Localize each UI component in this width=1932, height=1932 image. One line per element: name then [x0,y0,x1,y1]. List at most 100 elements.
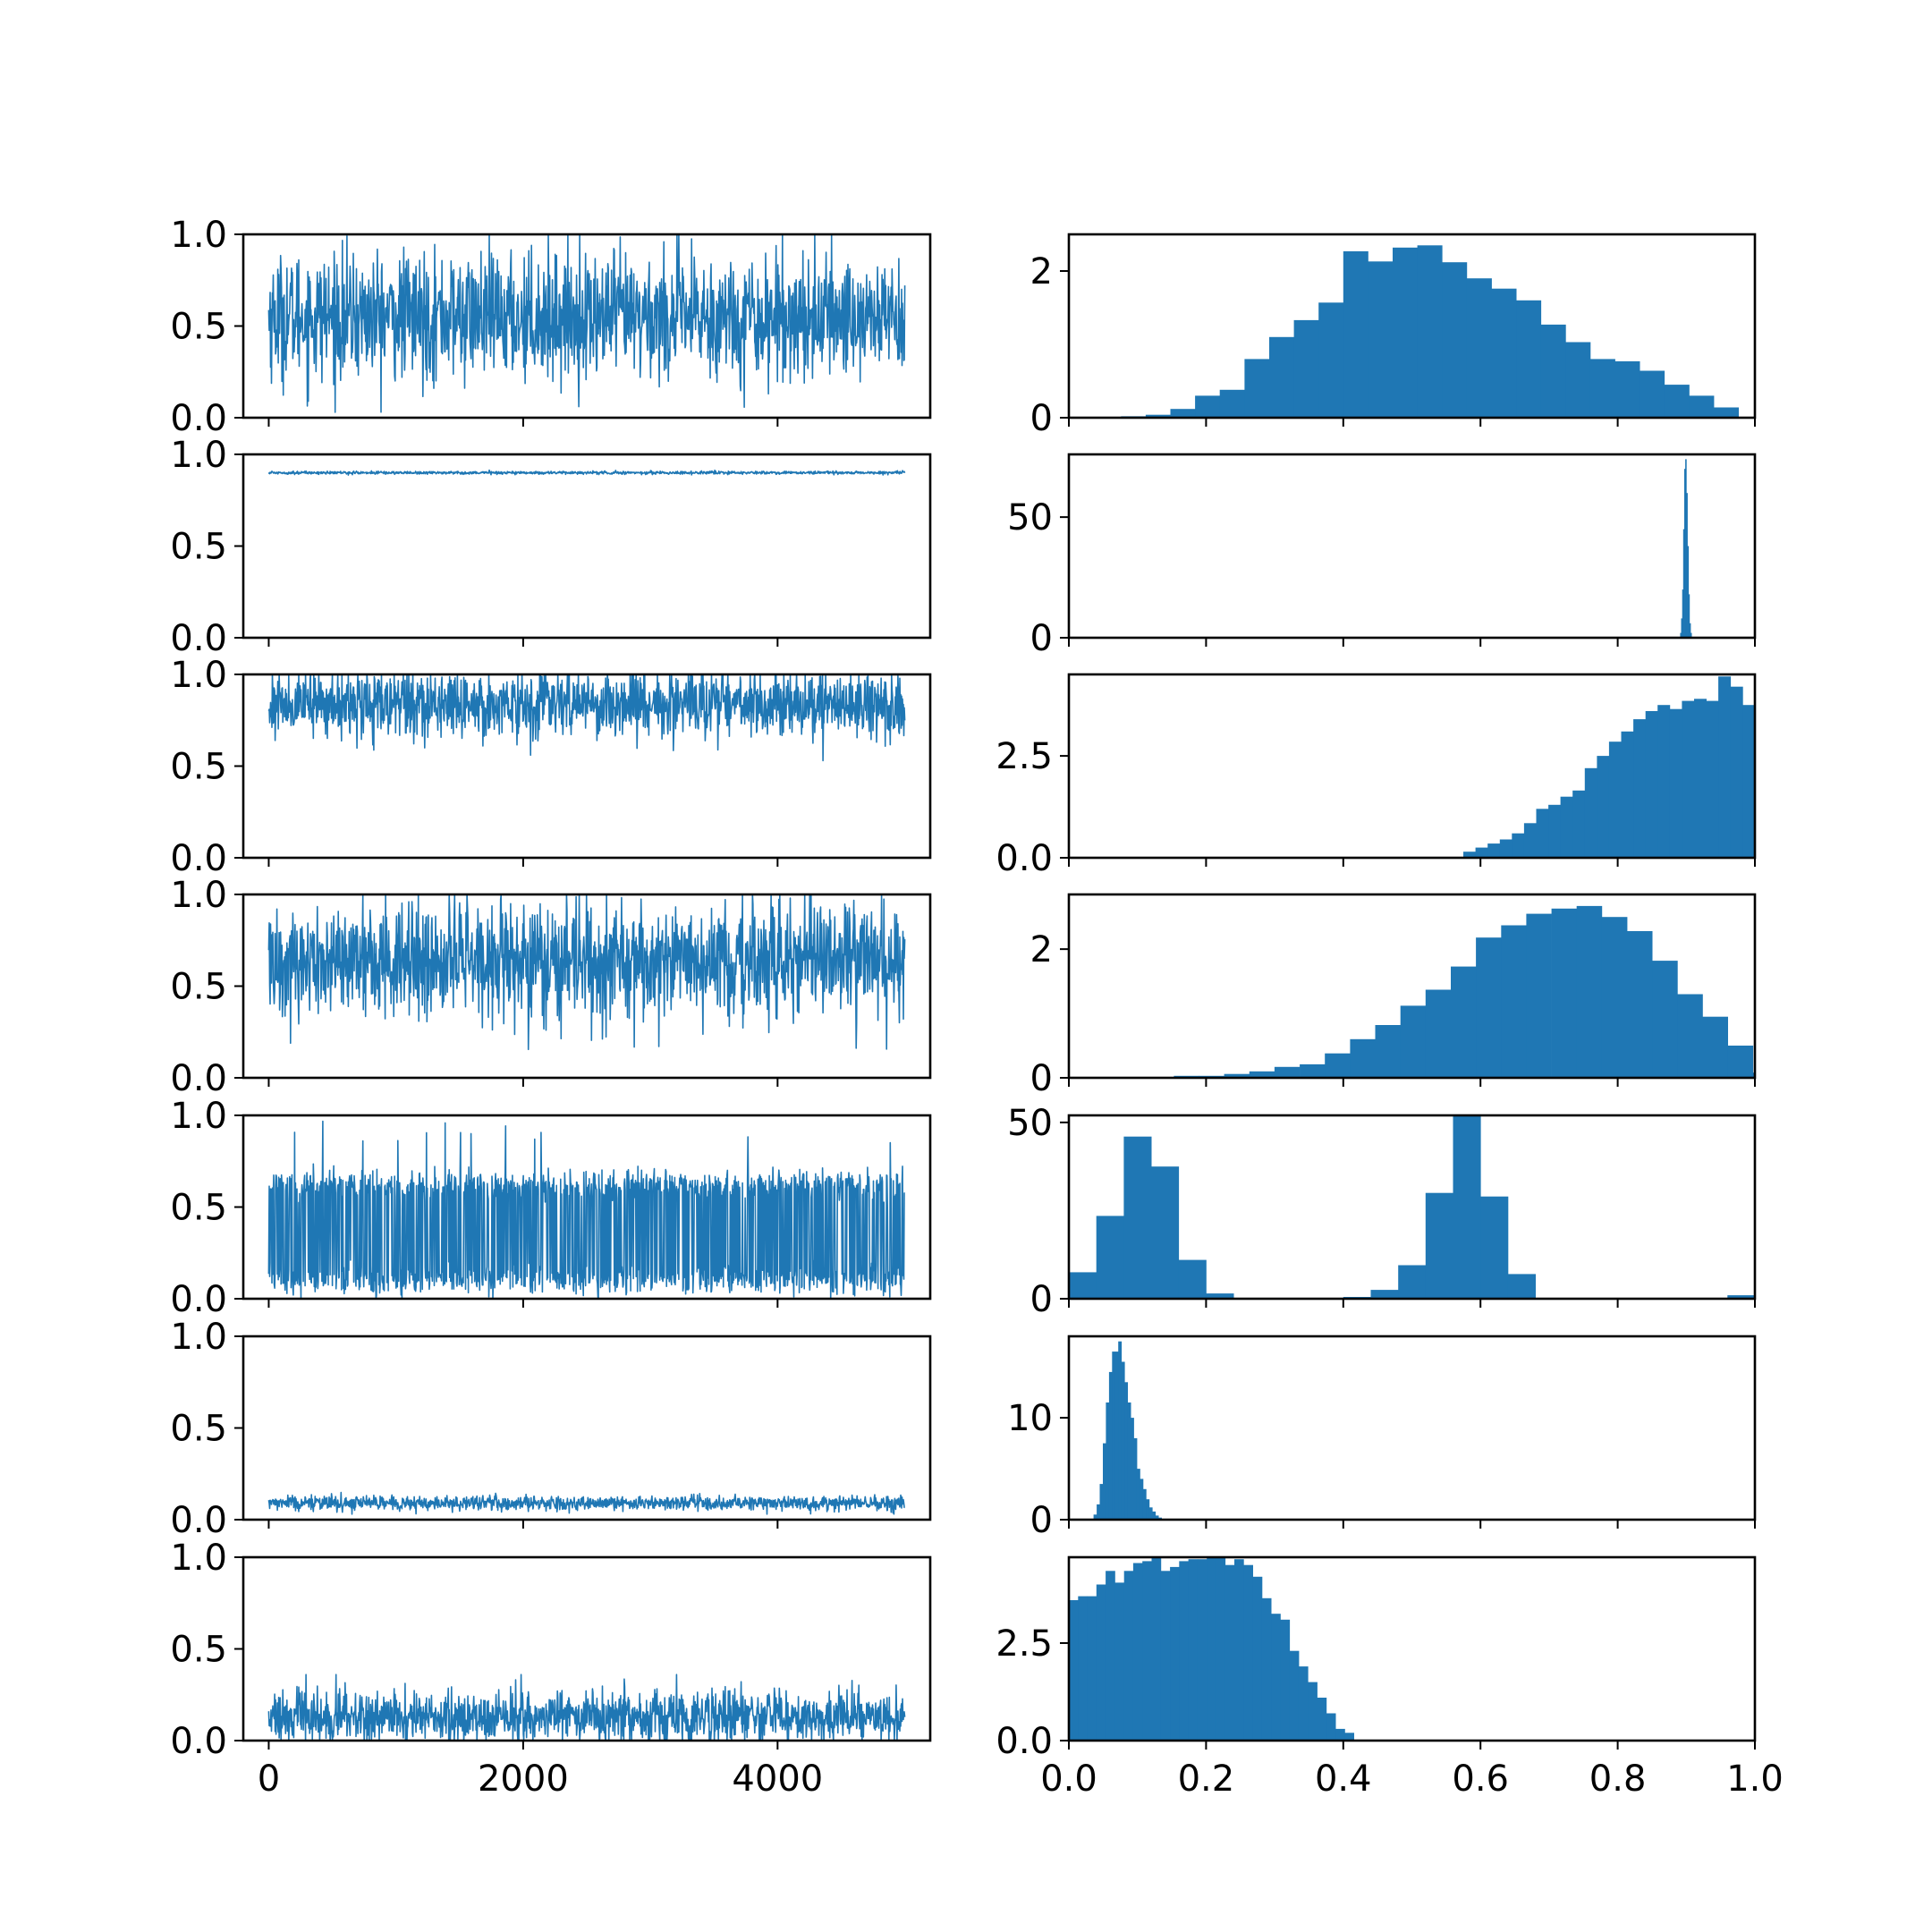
histogram-bar [1326,1713,1336,1741]
trace-line-3 [267,674,906,762]
histogram-ytick-label: 0 [1030,398,1053,439]
histogram-bar [1442,262,1468,418]
histogram-bar [1463,852,1476,858]
histogram-bar [1548,804,1562,858]
histogram-bar [1576,905,1603,1078]
histogram-panel-6: 0 10 [1007,1335,1757,1541]
histogram-frame-1 [1067,233,1757,419]
histogram-bar [1597,756,1610,858]
trace-ytick-label: 1.0 [170,215,227,256]
histogram-bar [1584,767,1597,858]
histogram-bar [1069,1272,1097,1299]
histogram-bar [1507,1274,1536,1299]
histogram-bar [1133,1437,1138,1520]
histogram-bar [1466,278,1492,418]
histogram-bar [1669,708,1682,858]
histogram-bar [1318,302,1344,418]
trace-line-7 [267,1674,906,1741]
trace-ytick-label: 1.0 [170,1538,227,1579]
histogram-bar [1195,395,1221,418]
histogram-xtick-label: 0.8 [1589,1758,1647,1800]
trace-panel-3: 0.0 0.5 1.0 [170,655,932,879]
histogram-frame-4 [1067,893,1757,1080]
trace-ytick-label: 0.0 [170,618,227,659]
histogram-bar [1103,1443,1106,1520]
histogram-panel-3: 0.0 2.5 [996,673,1757,879]
histogram-bar [1097,1504,1100,1520]
histogram-bar [1652,961,1678,1078]
trace-line-4 [267,894,906,1051]
histogram-bar [1155,1515,1159,1520]
histogram-bar [1308,1682,1318,1741]
histogram-bar [1702,1016,1728,1078]
histogram-bar [1216,1557,1226,1741]
histogram-bar [1526,913,1552,1078]
histogram-frame-6 [1067,1335,1757,1521]
histogram-ytick-label: 2.5 [996,1623,1053,1665]
histogram-bar [1132,1563,1143,1741]
histogram-bar [1244,359,1270,418]
histogram-bar [1179,1561,1189,1741]
trace-ytick-label: 0.0 [170,1500,227,1541]
histogram-bar [1344,1733,1354,1741]
histogram-bar [1589,359,1615,418]
histogram-bar [1694,699,1707,858]
trace-ytick-label: 0.5 [170,967,227,1008]
histogram-bar [1298,1666,1309,1741]
histogram-panel-1: 02 [1030,233,1757,439]
trace-panel-4: 0.0 0.5 1.0 [170,875,932,1099]
trace-ytick-label: 0.5 [170,747,227,788]
histogram-bar [1681,618,1683,638]
histogram-bar [1325,1053,1351,1078]
histogram-bar [1601,917,1628,1078]
histogram-bar [1718,676,1732,858]
histogram-bar [1512,833,1525,858]
histogram-bar [1206,1293,1234,1299]
histogram-bar [1476,937,1502,1078]
histogram-bar [1368,261,1394,418]
histogram-bar [1572,790,1586,858]
trace-panel-1: 0.0 0.5 1.0 [170,215,932,439]
histogram-bar [1124,1382,1128,1521]
trace-line-6 [267,1491,905,1515]
histogram-bar [1096,1216,1124,1299]
histogram-bar [1140,1479,1144,1520]
histogram-bar [1106,1571,1115,1741]
histogram-bar [1633,719,1647,858]
histogram-xtick-label: 0.0 [1040,1758,1097,1800]
trace-ytick-label: 0.0 [170,1279,227,1320]
histogram-bar [1451,966,1477,1078]
histogram-bar [1207,1557,1216,1741]
histogram-bar [1127,1402,1131,1520]
panels: 0.00.51.0020.00.51.00500.00.51.00.02.50.… [170,215,1783,1800]
trace-panel-2: 0.0 0.5 1.0 [170,435,932,659]
histogram-frame-5 [1067,1114,1757,1301]
histogram-bar [1682,700,1695,858]
histogram-ytick-label: 2.5 [996,736,1053,777]
histogram-xtick-label: 0.2 [1178,1758,1235,1800]
histogram-bar [1300,1063,1326,1078]
trace-line-5 [267,1120,906,1300]
histogram-bar [1146,1499,1150,1520]
histogram-bar [1551,908,1578,1078]
histogram-bar [1516,300,1542,418]
histogram-bar [1118,1341,1123,1520]
histogram-bar [1684,469,1686,638]
histogram-ytick-label: 10 [1007,1398,1053,1439]
histogram-bar [1293,319,1319,418]
trace-line-2 [267,469,906,476]
trace-ytick-label: 1.0 [170,655,227,696]
histogram-bar [1727,1295,1756,1299]
histogram-bar [1108,1371,1113,1520]
trace-ytick-label: 0.5 [170,307,227,348]
histogram-bar [1682,529,1685,638]
histogram-bar [1690,632,1692,638]
histogram-bar [1093,1514,1097,1520]
histogram-ytick-label: 0.0 [996,1721,1053,1762]
histogram-bar [1343,250,1368,418]
trace-xtick-label: 0 [258,1758,280,1800]
histogram-bar [1112,1352,1116,1520]
histogram-bar [1475,847,1488,858]
histogram-bar [1114,1582,1125,1741]
histogram-frame-7 [1067,1555,1757,1742]
